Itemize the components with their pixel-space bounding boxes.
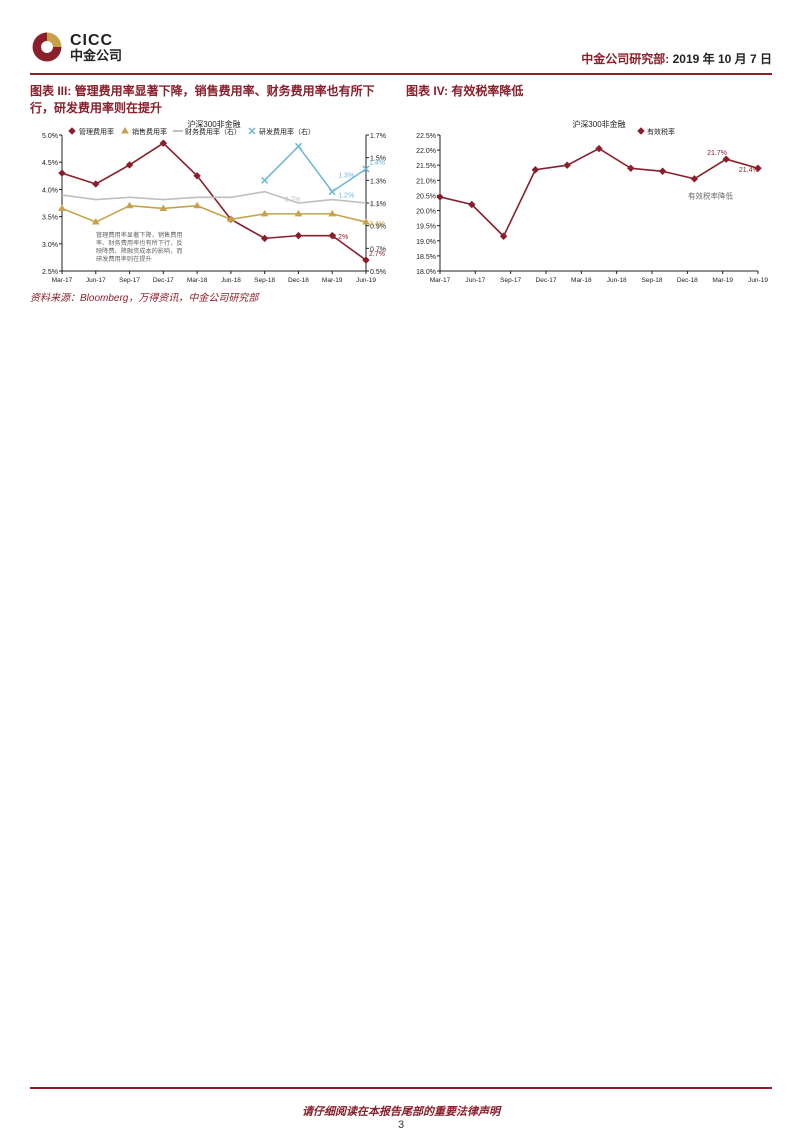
page-header: CICC 中金公司 中金公司研究部: 2019 年 10 月 7 日 [30, 30, 772, 71]
footer-text: 请仔细阅读在本报告尾部的重要法律声明 [0, 1103, 802, 1119]
svg-text:22.5%: 22.5% [416, 133, 436, 140]
header-rule [30, 73, 772, 75]
svg-text:研发费用率（右）: 研发费用率（右） [259, 127, 315, 136]
svg-text:Sep-18: Sep-18 [254, 277, 275, 284]
svg-text:19.0%: 19.0% [416, 239, 436, 246]
svg-text:Jun-19: Jun-19 [356, 277, 376, 284]
svg-text:Mar-18: Mar-18 [187, 277, 208, 284]
svg-text:映降费、降融资成本的影响，而: 映降费、降融资成本的影响，而 [96, 247, 183, 255]
svg-text:21.5%: 21.5% [416, 163, 436, 170]
svg-text:Dec-18: Dec-18 [288, 277, 309, 284]
chart4: 沪深300非金融有效税率 18.0% 18.5% 19.0% 19.5% 20.0% 20.… [406, 117, 772, 287]
svg-text:3.0%: 3.0% [42, 242, 58, 249]
source-line: 资料来源：Bloomberg，万得资讯，中金公司研究部 [30, 289, 772, 304]
svg-text:3.7%: 3.7% [284, 197, 300, 204]
svg-text:财务费用率（右）: 财务费用率（右） [185, 127, 241, 136]
header-right: 中金公司研究部: 2019 年 10 月 7 日 [581, 50, 772, 67]
page: CICC 中金公司 中金公司研究部: 2019 年 10 月 7 日 图表 II… [0, 0, 802, 1133]
svg-text:2.5%: 2.5% [42, 269, 58, 276]
svg-text:销售费用率: 销售费用率 [132, 127, 167, 136]
svg-text:Jun-17: Jun-17 [86, 277, 106, 284]
svg-text:3.4%: 3.4% [369, 221, 385, 228]
svg-text:21.0%: 21.0% [416, 178, 436, 185]
svg-text:1.1%: 1.1% [369, 202, 385, 209]
logo-text: CICC 中金公司 [70, 33, 122, 62]
svg-text:研发费用率则在提升: 研发费用率则在提升 [96, 255, 152, 263]
svg-text:1.7%: 1.7% [370, 133, 386, 140]
svg-text:1.2%: 1.2% [338, 193, 354, 200]
chart3: 沪深300非金融管理费用率 销售费用率 财务费用率（右） 研发费用率（右） 2.5% 3.… [30, 117, 396, 287]
svg-text:21.4%: 21.4% [739, 167, 759, 174]
cicc-logo-icon [30, 30, 64, 64]
svg-text:率、财务费用率也有所下行，反: 率、财务费用率也有所下行，反 [96, 239, 183, 247]
logo-en: CICC [70, 33, 122, 49]
svg-text:20.5%: 20.5% [416, 193, 436, 200]
svg-text:19.5%: 19.5% [416, 224, 436, 231]
svg-text:21.7%: 21.7% [707, 150, 727, 157]
logo: CICC 中金公司 [30, 30, 122, 64]
svg-text:Jun-18: Jun-18 [221, 277, 241, 284]
svg-text:Mar-19: Mar-19 [322, 277, 343, 284]
page-number: 3 [0, 1119, 802, 1131]
svg-text:4.0%: 4.0% [42, 187, 58, 194]
chart3-title: 图表 III: 管理费用率显著下降，销售费用率、财务费用率也有所下行，研发费用率… [30, 83, 396, 117]
svg-text:1.4%: 1.4% [369, 160, 385, 167]
header-date: 2019 年 10 月 7 日 [669, 52, 772, 66]
svg-text:0.5%: 0.5% [370, 269, 386, 276]
svg-text:18.0%: 18.0% [416, 269, 436, 276]
footer-rule [30, 1087, 772, 1089]
charts-row: 图表 III: 管理费用率显著下降，销售费用率、财务费用率也有所下行，研发费用率… [30, 83, 772, 287]
svg-text:Dec-18: Dec-18 [677, 277, 698, 284]
header-dept: 中金公司研究部: [581, 52, 669, 66]
logo-cn: 中金公司 [70, 49, 122, 62]
svg-text:3.5%: 3.5% [42, 215, 58, 222]
svg-text:有效税率降低: 有效税率降低 [688, 190, 733, 200]
svg-text:沪深300非金融: 沪深300非金融 [572, 119, 625, 129]
svg-text:1.3%: 1.3% [370, 178, 386, 185]
svg-text:1.3%: 1.3% [338, 172, 354, 179]
svg-text:Sep-17: Sep-17 [119, 277, 140, 284]
chart4-title: 图表 IV: 有效税率降低 [406, 83, 772, 117]
svg-text:Mar-17: Mar-17 [430, 277, 451, 284]
svg-text:3.2%: 3.2% [332, 234, 348, 241]
svg-text:Jun-17: Jun-17 [465, 277, 485, 284]
svg-text:5.0%: 5.0% [42, 133, 58, 140]
svg-text:有效税率: 有效税率 [647, 127, 675, 136]
svg-text:Jun-18: Jun-18 [607, 277, 627, 284]
svg-text:Mar-19: Mar-19 [712, 277, 733, 284]
svg-text:18.5%: 18.5% [416, 254, 436, 261]
svg-text:4.5%: 4.5% [42, 160, 58, 167]
svg-text:20.0%: 20.0% [416, 209, 436, 216]
svg-text:2.7%: 2.7% [369, 251, 385, 258]
svg-text:22.0%: 22.0% [416, 148, 436, 155]
svg-text:管理费用率: 管理费用率 [79, 127, 114, 136]
chart3-block: 图表 III: 管理费用率显著下降，销售费用率、财务费用率也有所下行，研发费用率… [30, 83, 396, 287]
svg-text:沪深300非金融: 沪深300非金融 [187, 119, 240, 129]
svg-text:Dec-17: Dec-17 [153, 277, 174, 284]
svg-text:Jun-19: Jun-19 [748, 277, 768, 284]
svg-text:Mar-17: Mar-17 [52, 277, 73, 284]
svg-text:Dec-17: Dec-17 [536, 277, 557, 284]
svg-text:Sep-18: Sep-18 [642, 277, 663, 284]
chart4-block: 图表 IV: 有效税率降低 沪深300非金融有效税率 18.0% 18.5% 19.0… [406, 83, 772, 287]
svg-text:管理费用率显著下降，销售费用: 管理费用率显著下降，销售费用 [96, 231, 183, 239]
svg-text:Sep-17: Sep-17 [500, 277, 521, 284]
svg-text:Mar-18: Mar-18 [571, 277, 592, 284]
